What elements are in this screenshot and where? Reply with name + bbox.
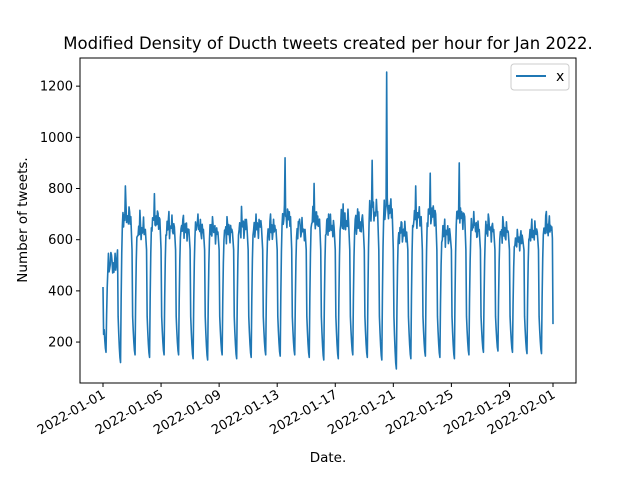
series-line-x [102, 71, 554, 370]
y-axis-label: Number of tweets. [15, 157, 31, 282]
legend-label: x [556, 69, 564, 85]
y-axis: 200 400 600 800 1000 1200 [40, 80, 80, 351]
y-tick-label: 200 [48, 336, 73, 351]
chart-title: Modified Density of Ducth tweets created… [63, 34, 592, 53]
y-tick-label: 800 [48, 182, 73, 197]
y-tick-label: 1200 [40, 80, 73, 95]
plot-area [102, 71, 554, 370]
y-tick-label: 1000 [40, 131, 73, 146]
y-tick-label: 400 [48, 284, 73, 299]
y-tick-label: 600 [48, 233, 73, 248]
legend: x [510, 63, 570, 91]
plot-frame [79, 57, 577, 384]
x-axis-label: Date. [310, 450, 347, 466]
